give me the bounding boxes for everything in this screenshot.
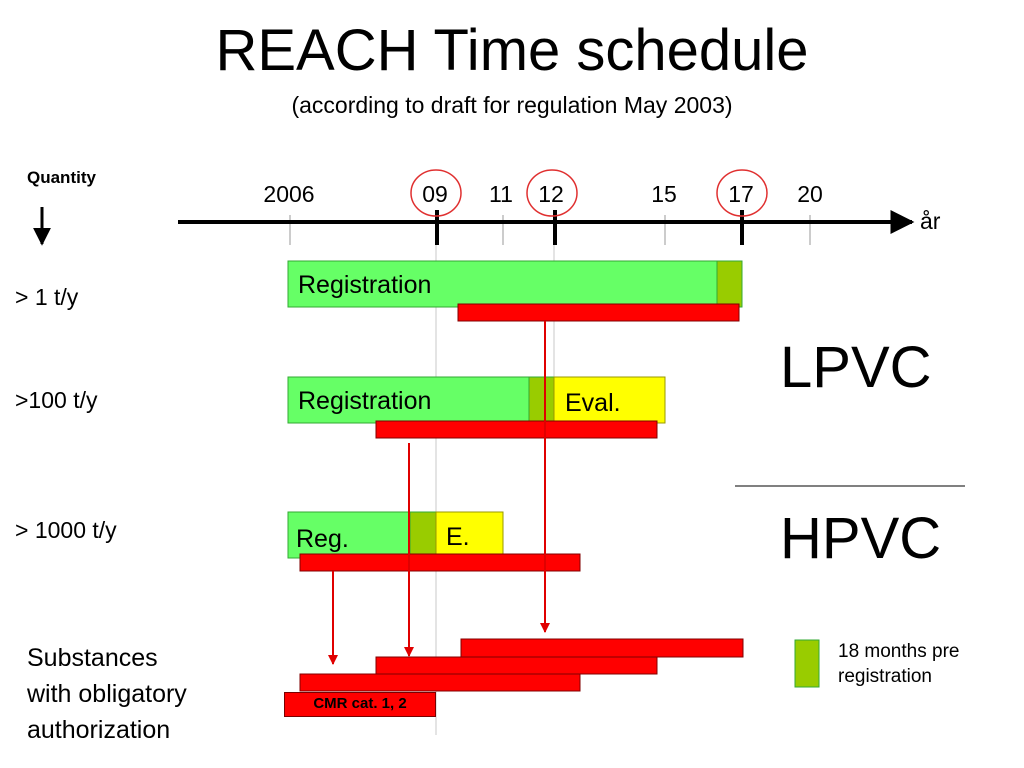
row3-evaluation-text: E. bbox=[446, 523, 470, 551]
authorization-bar-100 bbox=[375, 656, 658, 675]
cmr-label: CMR cat. 1, 2 bbox=[284, 692, 436, 717]
row2-registration-text: Registration bbox=[298, 387, 432, 415]
row3-evaluation-bar bbox=[435, 511, 504, 559]
row-label-1000: > 1000 t/y bbox=[15, 517, 117, 543]
year-label-17: 17 bbox=[728, 181, 754, 207]
authorization-bar-lpvc bbox=[460, 638, 744, 658]
row1-preregistration-bar bbox=[716, 260, 743, 308]
row3-preregistration-bar bbox=[409, 511, 437, 559]
row-label-1: > 1 t/y bbox=[15, 284, 79, 310]
substances-label: Substances with obligatory authorization bbox=[27, 640, 187, 748]
row1-registration-text: Registration bbox=[298, 271, 432, 299]
row1-authorization-bar bbox=[457, 303, 740, 322]
substances-label-line-1: Substances bbox=[27, 644, 158, 672]
page-title: REACH Time schedule bbox=[215, 18, 809, 83]
row2-authorization-bar bbox=[375, 420, 658, 439]
substances-label-line-3: authorization bbox=[27, 716, 171, 744]
highlight-circle-17 bbox=[716, 169, 768, 217]
page-subtitle: (according to draft for regulation May 2… bbox=[291, 92, 733, 118]
year-label-11: 11 bbox=[489, 181, 513, 207]
year-label-09: 09 bbox=[422, 181, 448, 207]
legend-label-line-2: registration bbox=[838, 666, 932, 687]
axis-unit-label: år bbox=[920, 208, 941, 234]
year-label-12: 12 bbox=[538, 181, 564, 207]
row1-registration-bar bbox=[287, 260, 718, 308]
authorization-bar-1000 bbox=[299, 673, 581, 692]
row2-evaluation-text: Eval. bbox=[565, 389, 621, 417]
highlight-circle-09 bbox=[410, 169, 462, 217]
substances-label-line-2: with obligatory bbox=[27, 680, 187, 708]
legend-swatch bbox=[794, 639, 820, 688]
row3-registration-text: Reg. bbox=[296, 525, 349, 553]
row3-authorization-bar bbox=[299, 553, 581, 572]
row3-registration-bar bbox=[287, 511, 411, 559]
legend-label: 18 months pre registration bbox=[838, 639, 959, 689]
year-label-2006: 2006 bbox=[263, 181, 315, 207]
row-label-100: >100 t/y bbox=[15, 387, 98, 413]
legend-label-line-1: 18 months pre bbox=[838, 641, 960, 662]
group-label-lpvc: LPVC bbox=[780, 335, 932, 400]
row2-preregistration-bar bbox=[528, 376, 555, 424]
quantity-label: Quantity bbox=[27, 168, 96, 187]
year-label-15: 15 bbox=[651, 181, 677, 207]
group-label-hpvc: HPVC bbox=[780, 506, 942, 571]
year-label-20: 20 bbox=[797, 181, 823, 207]
highlight-circle-12 bbox=[526, 169, 578, 217]
row2-evaluation-bar bbox=[553, 376, 666, 424]
